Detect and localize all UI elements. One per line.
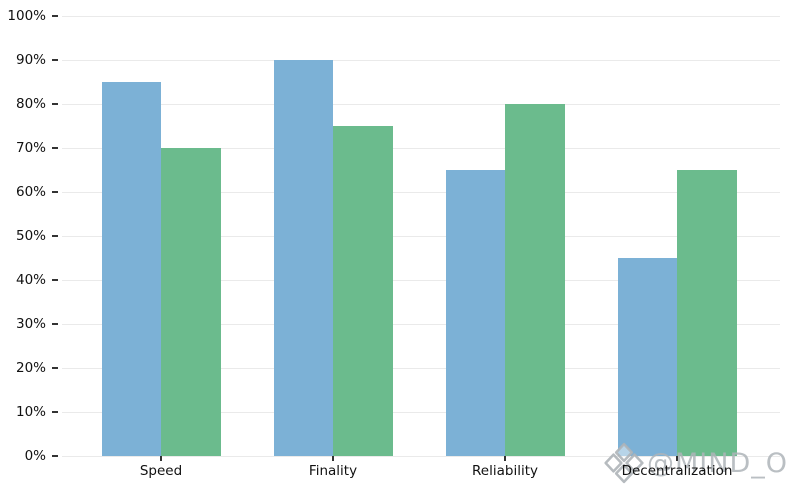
y-axis-tick — [52, 279, 58, 281]
y-axis-tick — [52, 235, 58, 237]
y-axis-tick-label: 20% — [15, 359, 46, 376]
bar-blue-reliability — [445, 170, 505, 456]
y-axis-tick-label: 100% — [7, 7, 46, 24]
gridline — [62, 367, 780, 369]
y-axis-tick-label: 80% — [15, 95, 46, 112]
x-axis-tick-label: Speed — [139, 463, 183, 479]
y-axis-tick — [52, 455, 58, 457]
y-axis-tick-label: 60% — [15, 183, 46, 200]
y-axis-tick — [52, 59, 58, 61]
x-axis-tick — [160, 456, 162, 461]
y-axis-tick-label: 10% — [15, 403, 46, 420]
bar-blue-speed — [101, 82, 161, 456]
y-axis-tick — [52, 367, 58, 369]
x-axis-tick — [504, 456, 506, 461]
y-axis-tick-label: 0% — [24, 447, 46, 464]
x-axis-tick-label: Decentralization — [621, 463, 733, 479]
bar-blue-decentralization — [617, 258, 677, 456]
y-axis-tick-label: 30% — [15, 315, 46, 332]
gridline — [62, 15, 780, 17]
gridline — [62, 235, 780, 237]
y-axis-tick — [52, 103, 58, 105]
x-axis-tick-label: Finality — [308, 463, 358, 479]
gridline — [62, 455, 780, 457]
bar-green-speed — [161, 148, 221, 456]
plot-area — [62, 15, 780, 457]
bar-blue-finality — [273, 60, 333, 456]
y-axis-tick — [52, 323, 58, 325]
bar-green-finality — [333, 126, 393, 456]
y-axis-tick — [52, 411, 58, 413]
y-axis-tick-label: 50% — [15, 227, 46, 244]
y-axis-tick-label: 70% — [15, 139, 46, 156]
y-axis-tick-label: 40% — [15, 271, 46, 288]
gridline — [62, 103, 780, 105]
y-axis-tick — [52, 191, 58, 193]
gridline — [62, 191, 780, 193]
x-axis-tick-label: Reliability — [472, 463, 538, 479]
y-axis-tick — [52, 147, 58, 149]
gridline — [62, 59, 780, 61]
x-axis-tick — [676, 456, 678, 461]
y-axis-tick — [52, 15, 58, 17]
gridline — [62, 323, 780, 325]
gridline — [62, 411, 780, 413]
gridline — [62, 279, 780, 281]
bar-green-decentralization — [677, 170, 737, 456]
bar-green-reliability — [505, 104, 565, 456]
gridline — [62, 147, 780, 149]
y-axis-tick-label: 90% — [15, 51, 46, 68]
x-axis-tick — [332, 456, 334, 461]
